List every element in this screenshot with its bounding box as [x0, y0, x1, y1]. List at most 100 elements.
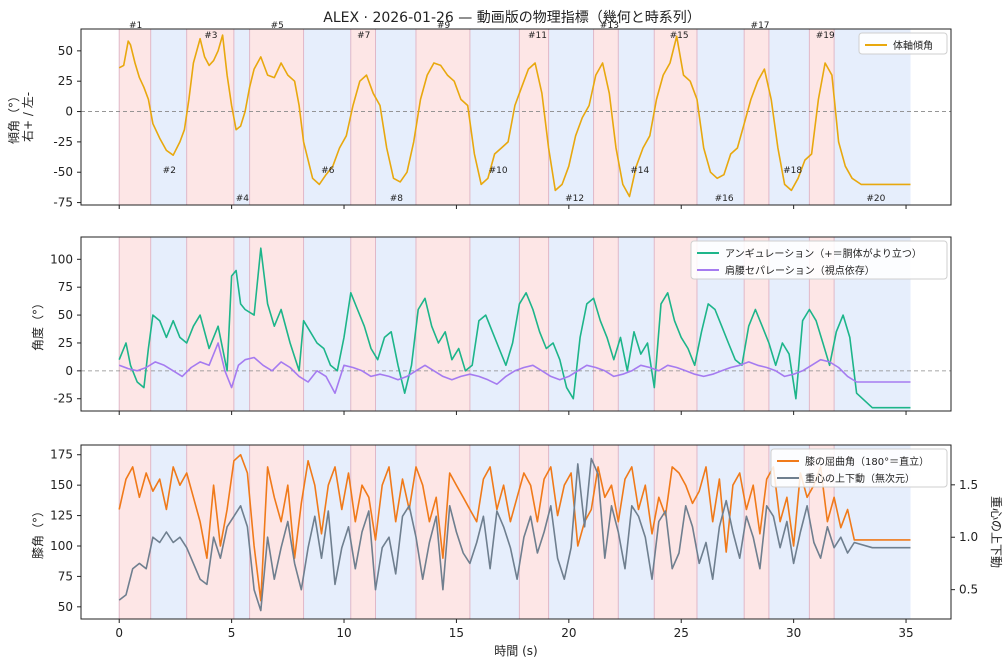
- segment-label: #15: [670, 31, 689, 41]
- segment-band: [593, 237, 619, 411]
- segment-band: [303, 29, 351, 205]
- y-axis-label: 右+ / 左-: [20, 92, 35, 142]
- segment-band: [150, 237, 187, 411]
- segment-band: [548, 237, 594, 411]
- y-tick-label: 50: [58, 600, 73, 614]
- right-tick-label: 1.0: [959, 530, 978, 544]
- segment-band: [618, 237, 655, 411]
- panel-3: 50 75 100 125 150 175 0.5 1.0 1.5 重心の上下動 0 5 10 15 20 2…: [31, 444, 1003, 640]
- series-line: [118, 34, 911, 198]
- segment-band: [415, 445, 470, 619]
- x-axis-label: 時間 (s): [494, 644, 537, 658]
- right-tick-label: 1.5: [959, 478, 978, 492]
- y-tick-label: 100: [50, 252, 73, 266]
- y-tick-label: 25: [58, 74, 73, 88]
- x-tick-label: 30: [786, 626, 801, 640]
- segment-band: [618, 29, 655, 205]
- y-axis-label: 膝角（°）: [31, 505, 45, 559]
- segment-label: #12: [565, 194, 584, 204]
- y-tick-label: 100: [50, 539, 73, 553]
- legend-entry: 重心の上下動（無次元）: [805, 472, 915, 485]
- legend: 膝の屈曲角（180°＝直立） 重心の上下動（無次元）: [770, 448, 948, 488]
- y-tick-label: 25: [58, 336, 73, 350]
- segment-band: [249, 29, 304, 205]
- segment-label: #17: [751, 21, 770, 31]
- segment-band: [696, 29, 745, 205]
- segment-band: [548, 445, 594, 619]
- segment-band: [834, 29, 911, 205]
- right-axis-label: 重心の上下動: [989, 496, 1003, 568]
- x-tick-label: 10: [336, 626, 351, 640]
- y-tick-label: 125: [50, 509, 73, 523]
- y-tick-label: 50: [58, 44, 73, 58]
- legend: アンギュレーション（+＝胴体がより立つ） 肩腰セパレーション（視点依存）: [690, 240, 948, 280]
- axes-frame: [80, 236, 952, 412]
- y-tick-label: 0: [65, 364, 73, 378]
- legend-box: [858, 32, 948, 55]
- axes-frame: [80, 28, 952, 206]
- segment-band: [119, 445, 151, 619]
- segment-band: [744, 29, 769, 205]
- segment-band: [150, 445, 187, 619]
- segment-band: [618, 445, 655, 619]
- legend-box: [770, 448, 948, 488]
- segment-label: #6: [321, 166, 335, 176]
- segment-label: #16: [715, 194, 734, 204]
- x-tick-label: 35: [898, 626, 913, 640]
- segment-label: #11: [528, 31, 547, 41]
- segment-band: [654, 29, 697, 205]
- legend-entry: 膝の屈曲角（180°＝直立）: [805, 455, 929, 468]
- segment-band: [233, 237, 250, 411]
- segment-band: [469, 237, 520, 411]
- segment-band: [186, 237, 234, 411]
- y-tick-label: -75: [53, 196, 73, 210]
- series-line: [118, 247, 911, 409]
- segment-band: [375, 445, 416, 619]
- x-tick-label: 15: [449, 626, 464, 640]
- y-tick-label: 150: [50, 478, 73, 492]
- y-tick-label: 75: [58, 280, 73, 294]
- segment-band: [415, 237, 470, 411]
- segment-band: [519, 237, 549, 411]
- axes-frame: [80, 444, 952, 620]
- y-tick-label: 175: [50, 448, 73, 462]
- segment-band: [519, 29, 549, 205]
- segment-band: [375, 237, 416, 411]
- segment-band: [350, 445, 376, 619]
- segment-band: [415, 29, 470, 205]
- y-tick-label: -25: [53, 135, 73, 149]
- legend-entry: 体軸傾角: [893, 39, 933, 52]
- y-tick-label: -25: [53, 392, 73, 406]
- panel-2: -25 0 25 50 75 100 角度（°） アンギュレーション（+＝胴体がより立つ） 肩腰…: [30, 236, 952, 415]
- segment-band: [654, 445, 697, 619]
- y-axis-label: 角度（°）: [30, 297, 45, 351]
- x-tick-label: 5: [228, 626, 236, 640]
- segment-label: #18: [783, 166, 802, 176]
- legend-box: [690, 240, 948, 280]
- segment-band: [249, 445, 304, 619]
- segment-label: #13: [600, 21, 619, 31]
- legend-entry: アンギュレーション（+＝胴体がより立つ）: [725, 247, 922, 260]
- segment-band: [233, 445, 250, 619]
- segment-band: [303, 237, 351, 411]
- segment-label: #10: [489, 166, 508, 176]
- y-tick-label: 75: [58, 569, 73, 583]
- segment-label: #8: [390, 194, 404, 204]
- segment-label: #20: [866, 194, 885, 204]
- segment-band: [150, 29, 187, 205]
- segment-band: [593, 29, 619, 205]
- legend-entry: 肩腰セパレーション（視点依存）: [725, 264, 875, 277]
- segment-label: #14: [630, 166, 649, 176]
- x-tick-label: 20: [561, 626, 576, 640]
- y-tick-label: -50: [53, 165, 73, 179]
- y-axis-label: 傾角（°）: [7, 90, 21, 144]
- y-tick-label: 50: [58, 308, 73, 322]
- x-tick-label: 25: [674, 626, 689, 640]
- right-tick-label: 0.5: [959, 583, 978, 597]
- x-tick-label: 0: [115, 626, 123, 640]
- legend: 体軸傾角: [858, 32, 948, 55]
- segment-band: [548, 29, 594, 205]
- chart-title: ALEX · 2026-01-26 — 動画版の物理指標（幾何と時系列）: [323, 10, 700, 26]
- segment-band: [233, 29, 250, 205]
